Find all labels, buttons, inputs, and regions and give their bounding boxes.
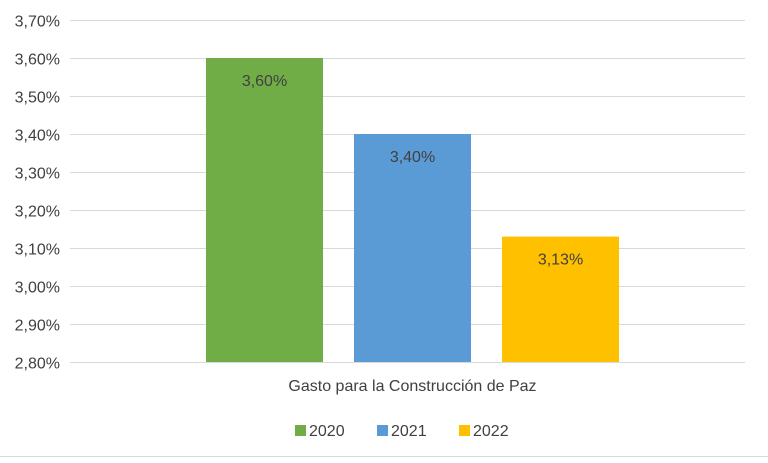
data-labels: 3,60% 3,40% 3,13% — [242, 73, 583, 269]
category-label: Gasto para la Construcción de Paz — [288, 378, 536, 395]
data-label-2020: 3,60% — [242, 73, 287, 90]
y-tick-label: 3,10% — [15, 242, 60, 259]
bar-2021 — [354, 134, 471, 362]
data-label-2021: 3,40% — [390, 149, 435, 166]
y-tick-label: 2,80% — [15, 356, 60, 373]
y-tick-label: 3,40% — [15, 128, 60, 145]
legend-label-2020: 2020 — [309, 423, 345, 440]
data-label-2022: 3,13% — [538, 252, 583, 269]
y-tick-label: 3,30% — [15, 166, 60, 183]
legend: 2020 2021 2022 — [295, 423, 509, 440]
y-tick-label: 3,70% — [15, 14, 60, 31]
y-tick-label: 3,00% — [15, 280, 60, 297]
legend-label-2021: 2021 — [391, 423, 427, 440]
legend-swatch-2022 — [459, 425, 470, 436]
bottom-divider — [0, 456, 768, 457]
bar-2022 — [502, 236, 619, 362]
y-tick-label: 3,20% — [15, 204, 60, 221]
legend-label-2022: 2022 — [473, 423, 509, 440]
y-tick-label: 3,50% — [15, 90, 60, 107]
legend-swatch-2021 — [377, 425, 388, 436]
bars — [206, 58, 619, 362]
y-axis-tick-labels: 2,80% 2,90% 3,00% 3,10% 3,20% 3,30% 3,40% 3,50%… — [15, 14, 60, 373]
y-tick-label: 2,90% — [15, 318, 60, 335]
legend-swatch-2020 — [295, 425, 306, 436]
y-tick-label: 3,60% — [15, 52, 60, 69]
bar-2020 — [206, 58, 323, 362]
